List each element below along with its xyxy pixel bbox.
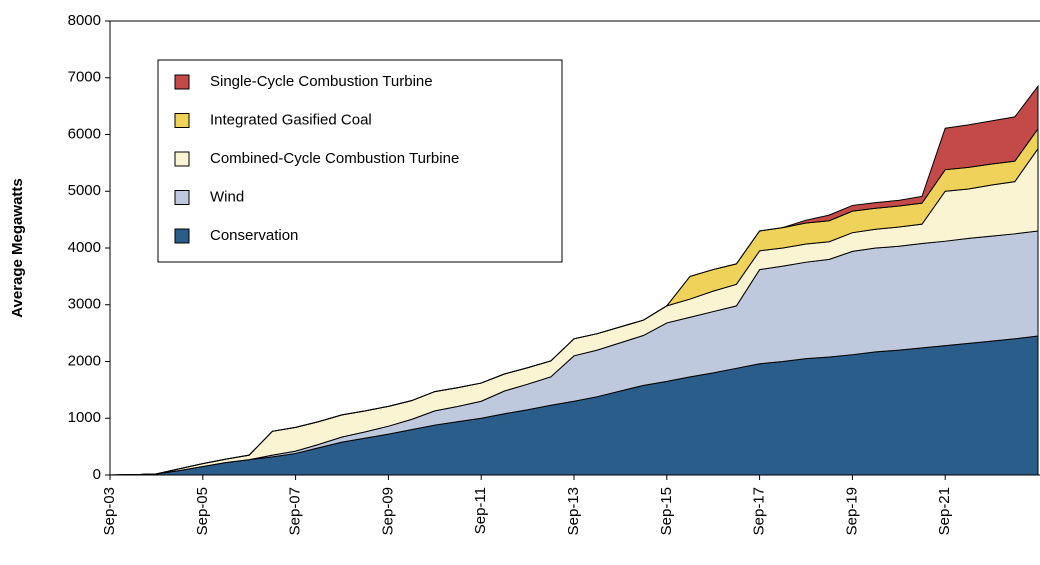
x-tick-label: Sep-13 xyxy=(565,487,582,535)
legend-swatch xyxy=(174,151,190,167)
y-tick-label: 6000 xyxy=(68,125,101,142)
x-tick-label: Sep-11 xyxy=(472,487,489,534)
legend-box xyxy=(157,59,563,263)
y-tick-label: 1000 xyxy=(68,409,101,426)
x-tick-label: Sep-07 xyxy=(287,487,304,535)
x-tick-label: Sep-09 xyxy=(379,487,396,535)
y-tick-label: 7000 xyxy=(68,69,101,86)
legend-swatch xyxy=(174,228,190,244)
y-tick-label: 0 xyxy=(93,466,101,483)
area xyxy=(109,84,1039,476)
legend-swatch xyxy=(174,74,190,90)
y-tick-label: 2000 xyxy=(68,352,101,369)
y-tick-label: 5000 xyxy=(68,182,101,199)
legend-label: Combined-Cycle Combustion Turbine xyxy=(210,150,459,167)
y-tick-label: 3000 xyxy=(68,296,101,313)
legend-label: Wind xyxy=(210,188,244,205)
x-tick-label: Sep-17 xyxy=(751,487,768,535)
y-tick-label: 4000 xyxy=(68,239,101,256)
y-axis-label: Average Megawatts xyxy=(9,178,26,318)
x-tick-label: Sep-03 xyxy=(101,487,118,535)
legend-swatch xyxy=(174,190,190,205)
legend-swatch xyxy=(174,113,190,128)
x-tick-label: Sep-05 xyxy=(194,487,211,535)
legend-label: Single-Cycle Combustion Turbine xyxy=(210,73,433,90)
x-tick-label: Sep-21 xyxy=(936,487,953,535)
x-tick-label: Sep-19 xyxy=(843,487,860,535)
legend-label: Integrated Gasified Coal xyxy=(210,111,372,128)
y-tick-label: 8000 xyxy=(68,12,101,29)
legend-label: Conservation xyxy=(210,227,298,244)
x-tick-label: Sep-15 xyxy=(658,487,675,535)
